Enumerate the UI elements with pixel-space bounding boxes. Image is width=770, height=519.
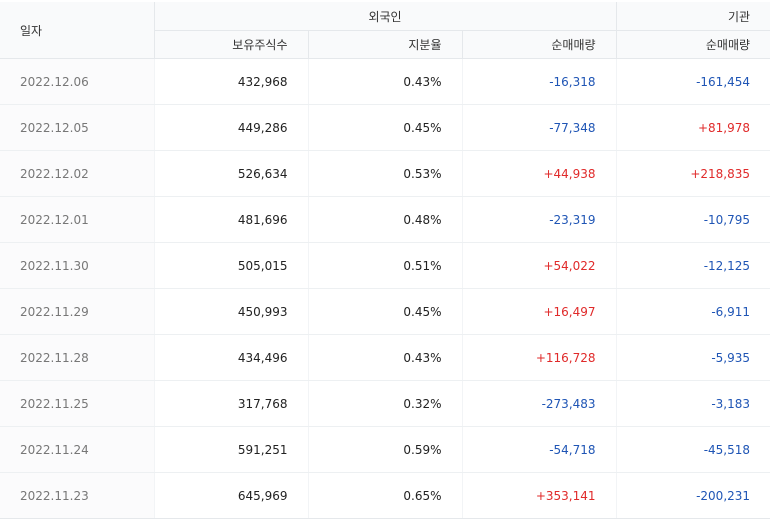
share-ratio-cell: 0.65% bbox=[308, 472, 463, 519]
institution-net-cell: -10,795 bbox=[616, 196, 770, 243]
share-ratio-cell: 0.43% bbox=[308, 58, 463, 105]
holdings-cell: 505,015 bbox=[154, 242, 309, 289]
date-cell: 2022.11.30 bbox=[0, 242, 155, 289]
institution-net-cell: -161,454 bbox=[616, 58, 770, 105]
share-ratio-cell: 0.43% bbox=[308, 334, 463, 381]
foreign-net-cell: -54,718 bbox=[462, 426, 617, 473]
holdings-cell: 432,968 bbox=[154, 58, 309, 105]
table-row: 2022.12.06 432,968 0.43% -16,318 -161,454 bbox=[0, 58, 770, 105]
share-ratio-column-header: 지분율 bbox=[308, 30, 463, 59]
foreign-group-header: 외국인 bbox=[154, 2, 617, 31]
holdings-cell: 434,496 bbox=[154, 334, 309, 381]
foreign-net-cell: +116,728 bbox=[462, 334, 617, 381]
holdings-cell: 449,286 bbox=[154, 104, 309, 151]
foreign-net-cell: +16,497 bbox=[462, 288, 617, 335]
institution-net-cell: +218,835 bbox=[616, 150, 770, 197]
holdings-column-header: 보유주식수 bbox=[154, 30, 309, 59]
share-ratio-cell: 0.45% bbox=[308, 104, 463, 151]
share-ratio-cell: 0.45% bbox=[308, 288, 463, 335]
date-cell: 2022.11.24 bbox=[0, 426, 155, 473]
institution-net-cell: -3,183 bbox=[616, 380, 770, 427]
foreign-net-cell: +44,938 bbox=[462, 150, 617, 197]
share-ratio-cell: 0.51% bbox=[308, 242, 463, 289]
holdings-cell: 645,969 bbox=[154, 472, 309, 519]
table-row: 2022.12.02 526,634 0.53% +44,938 +218,835 bbox=[0, 150, 770, 197]
table-body: 2022.12.06 432,968 0.43% -16,318 -161,454 202… bbox=[0, 58, 770, 519]
holdings-cell: 450,993 bbox=[154, 288, 309, 335]
institution-net-cell: -45,518 bbox=[616, 426, 770, 473]
date-cell: 2022.12.01 bbox=[0, 196, 155, 243]
share-ratio-cell: 0.48% bbox=[308, 196, 463, 243]
date-cell: 2022.11.29 bbox=[0, 288, 155, 335]
table-row: 2022.11.24 591,251 0.59% -54,718 -45,518 bbox=[0, 426, 770, 473]
table-row: 2022.12.01 481,696 0.48% -23,319 -10,795 bbox=[0, 196, 770, 243]
table-row: 2022.11.30 505,015 0.51% +54,022 -12,125 bbox=[0, 242, 770, 289]
foreign-net-cell: +54,022 bbox=[462, 242, 617, 289]
institution-group-header: 기관 bbox=[616, 2, 770, 31]
foreign-net-cell: -273,483 bbox=[462, 380, 617, 427]
date-cell: 2022.12.06 bbox=[0, 58, 155, 105]
table-row: 2022.11.25 317,768 0.32% -273,483 -3,183 bbox=[0, 380, 770, 427]
share-ratio-cell: 0.59% bbox=[308, 426, 463, 473]
share-ratio-cell: 0.32% bbox=[308, 380, 463, 427]
table-row: 2022.12.05 449,286 0.45% -77,348 +81,978 bbox=[0, 104, 770, 151]
table-row: 2022.11.28 434,496 0.43% +116,728 -5,935 bbox=[0, 334, 770, 381]
date-cell: 2022.12.05 bbox=[0, 104, 155, 151]
foreign-net-cell: -16,318 bbox=[462, 58, 617, 105]
table-row: 2022.11.23 645,969 0.65% +353,141 -200,231 bbox=[0, 472, 770, 519]
institution-net-cell: -6,911 bbox=[616, 288, 770, 335]
foreign-net-cell: -77,348 bbox=[462, 104, 617, 151]
date-cell: 2022.11.28 bbox=[0, 334, 155, 381]
holdings-cell: 481,696 bbox=[154, 196, 309, 243]
table-header: 일자 외국인 기관 보유주식수 지분율 순매매량 순매매량 bbox=[0, 2, 770, 59]
date-column-header: 일자 bbox=[0, 2, 155, 59]
foreign-net-column-header: 순매매량 bbox=[462, 30, 617, 59]
date-cell: 2022.11.25 bbox=[0, 380, 155, 427]
foreign-net-cell: -23,319 bbox=[462, 196, 617, 243]
holdings-cell: 526,634 bbox=[154, 150, 309, 197]
institution-net-column-header: 순매매량 bbox=[616, 30, 770, 59]
date-cell: 2022.11.23 bbox=[0, 472, 155, 519]
institution-net-cell: -12,125 bbox=[616, 242, 770, 289]
table-row: 2022.11.29 450,993 0.45% +16,497 -6,911 bbox=[0, 288, 770, 335]
institution-net-cell: -200,231 bbox=[616, 472, 770, 519]
foreign-net-cell: +353,141 bbox=[462, 472, 617, 519]
institution-net-cell: +81,978 bbox=[616, 104, 770, 151]
holdings-cell: 591,251 bbox=[154, 426, 309, 473]
holdings-cell: 317,768 bbox=[154, 380, 309, 427]
date-cell: 2022.12.02 bbox=[0, 150, 155, 197]
institution-net-cell: -5,935 bbox=[616, 334, 770, 381]
share-ratio-cell: 0.53% bbox=[308, 150, 463, 197]
